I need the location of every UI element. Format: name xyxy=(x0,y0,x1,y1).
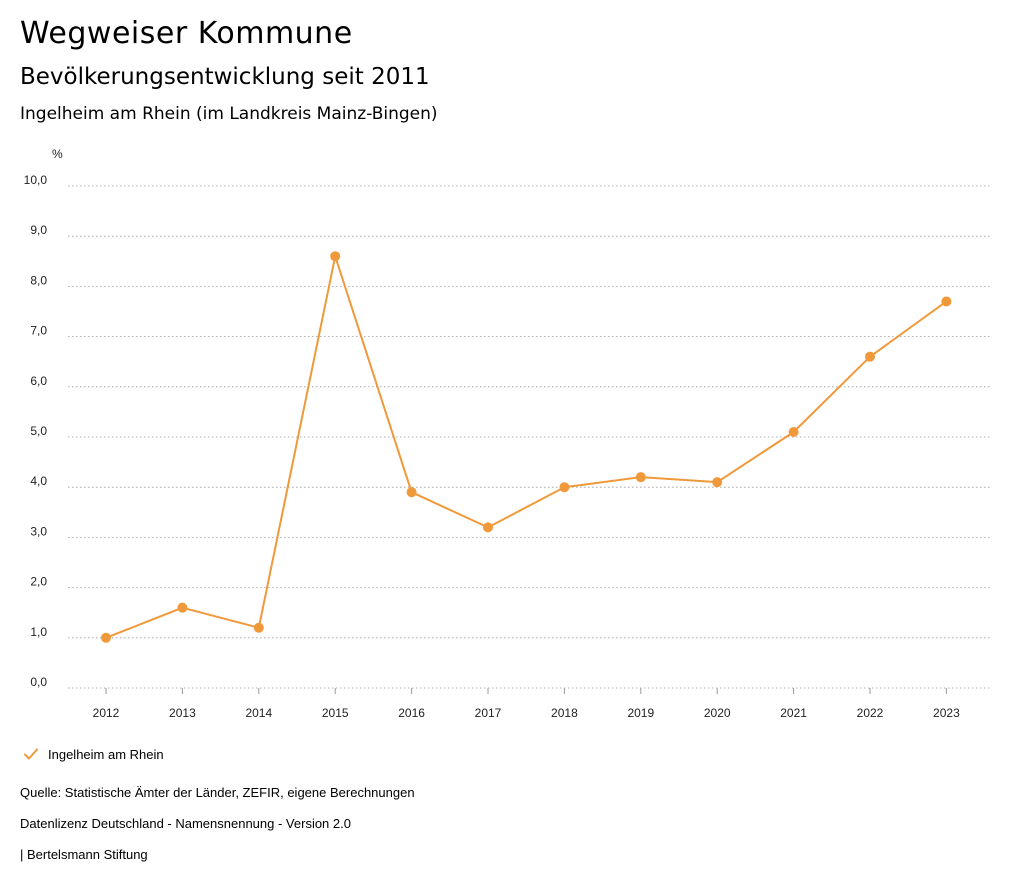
y-tick-label: 10,0 xyxy=(24,173,48,187)
data-point[interactable] xyxy=(406,487,417,498)
y-tick-label: 9,0 xyxy=(30,223,47,237)
x-tick-label: 2013 xyxy=(169,706,196,720)
x-tick-label: 2022 xyxy=(857,706,884,720)
series-layer xyxy=(101,251,952,643)
x-axis-ticks: 2012 2013 2014 2015 2016 2017 2018 2019 2020 2021… xyxy=(93,688,960,720)
x-tick-label: 2012 xyxy=(93,706,120,720)
y-tick-label: 4,0 xyxy=(30,474,47,488)
app-title: Wegweiser Kommune xyxy=(20,16,353,51)
data-point[interactable] xyxy=(941,296,952,307)
data-point[interactable] xyxy=(788,426,799,437)
data-point[interactable] xyxy=(559,482,570,493)
data-point[interactable] xyxy=(865,351,875,362)
x-tick-label: 2019 xyxy=(627,706,654,720)
y-tick-label: 8,0 xyxy=(30,273,47,287)
legend-label: Ingelheim am Rhein xyxy=(48,746,164,762)
x-tick-label: 2014 xyxy=(245,706,272,720)
legend[interactable]: Ingelheim am Rhein xyxy=(22,745,164,763)
y-tick-label: 6,0 xyxy=(30,374,47,388)
x-tick-label: 2016 xyxy=(398,706,425,720)
y-tick-label: 5,0 xyxy=(30,424,47,438)
y-axis-unit-label: % xyxy=(52,147,63,161)
y-tick-label: 3,0 xyxy=(30,524,47,538)
x-tick-label: 2021 xyxy=(780,706,807,720)
x-tick-label: 2020 xyxy=(704,706,731,720)
data-point[interactable] xyxy=(635,472,646,483)
series-line xyxy=(105,255,947,639)
chart-title: Bevölkerungsentwicklung seit 2011 xyxy=(20,64,430,90)
y-tick-label: 2,0 xyxy=(30,575,47,589)
check-icon xyxy=(24,748,38,760)
y-tick-label: 7,0 xyxy=(30,324,47,338)
source-note: Quelle: Statistische Ämter der Länder, Z… xyxy=(20,785,415,800)
x-tick-label: 2015 xyxy=(322,706,349,720)
data-point[interactable] xyxy=(330,251,341,262)
chart-subtitle: Ingelheim am Rhein (im Landkreis Mainz-B… xyxy=(20,104,438,124)
data-point[interactable] xyxy=(177,602,188,613)
grid-lines xyxy=(68,185,990,689)
data-point[interactable] xyxy=(253,622,264,633)
data-point[interactable] xyxy=(712,477,723,488)
data-point[interactable] xyxy=(483,522,493,533)
publisher-note: | Bertelsmann Stiftung xyxy=(20,847,148,862)
x-tick-label: 2017 xyxy=(475,706,502,720)
x-tick-label: 2018 xyxy=(551,706,578,720)
y-axis-ticks: 0,0 1,0 2,0 3,0 4,0 5,0 6,0 7,0 8,0 9,0 10,0 xyxy=(24,173,48,689)
y-tick-label: 0,0 xyxy=(30,675,47,689)
y-tick-label: 1,0 xyxy=(30,625,47,639)
license-note: Datenlizenz Deutschland - Namensnennung … xyxy=(20,816,351,831)
data-point[interactable] xyxy=(101,632,111,643)
line-chart: % 0,0 1,0 2,0 3,0 4,0 5,0 6,0 7,0 8,0 9,0 10,0 201… xyxy=(24,147,990,720)
x-tick-label: 2023 xyxy=(933,706,960,720)
